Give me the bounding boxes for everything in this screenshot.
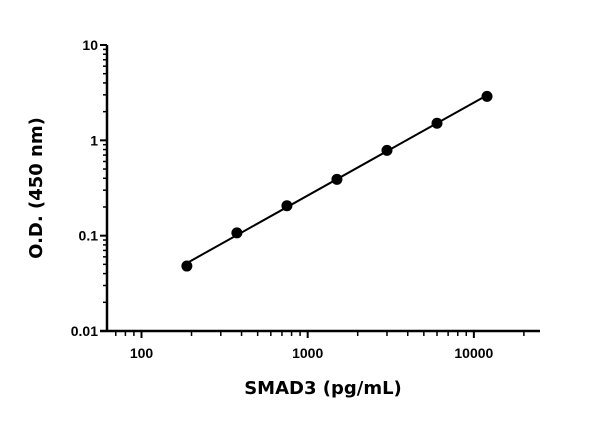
x-tick-label: 10000 [454,345,493,361]
data-point [331,173,343,185]
y-tick-label: 10 [82,37,98,53]
x-axis-title: SMAD3 (pg/mL) [244,378,402,399]
y-tick-label: 1 [90,132,98,148]
data-point [181,260,193,272]
data-point [381,144,393,156]
axes: 0.01 0.1 1 10 100 1000 10000 [71,37,540,361]
data-point [281,200,293,212]
data-point [231,227,243,239]
x-tick-label: 1000 [292,345,323,361]
y-tick-label: 0.01 [71,323,98,339]
data-point [431,117,443,129]
y-tick-label: 0.1 [79,228,99,244]
data-marks [181,90,493,272]
x-tick-label: 100 [130,345,154,361]
y-axis-title: O.D. (450 nm) [26,117,47,259]
data-point [481,90,493,102]
